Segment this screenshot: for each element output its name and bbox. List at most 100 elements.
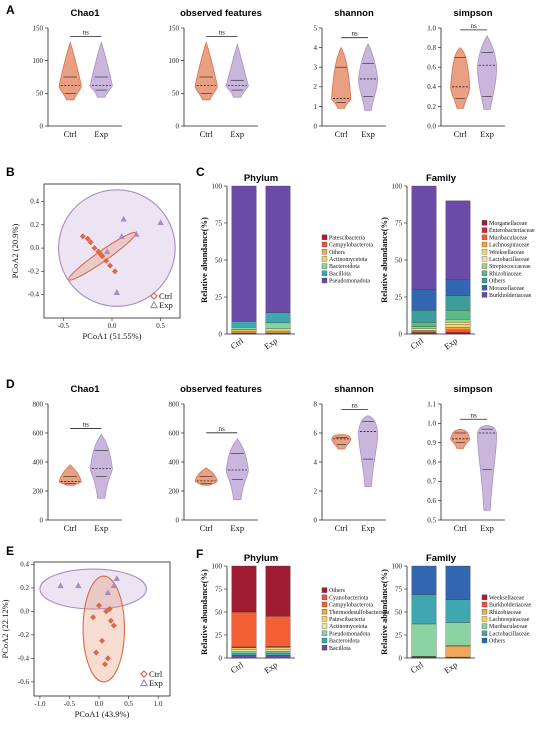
- significance-label: ns: [471, 411, 478, 419]
- bar-segment: [411, 185, 437, 290]
- group-label-ctrl: Ctrl: [64, 129, 78, 139]
- y-tick-label: 0: [40, 516, 44, 524]
- y-tick-label: 6: [314, 429, 318, 437]
- violin-plot-A-2: shannon 0 1 2 3 4 5 Ctrl Exp ns: [314, 8, 386, 139]
- group-label: Ctrl: [409, 335, 426, 351]
- ctrl-point: [84, 235, 91, 242]
- y-tick-label: 0.4: [30, 197, 39, 205]
- panel-letter-B: B: [6, 165, 15, 179]
- y-tick-label: 2: [314, 83, 318, 91]
- ctrl-point: [90, 614, 97, 621]
- violin-exp: [477, 424, 498, 511]
- y-axis-label: Relative abundance(%): [199, 217, 209, 303]
- legend-label: Weeksellaceae: [489, 250, 524, 256]
- x-axis-label: PCoA1 (43.9%): [75, 709, 130, 719]
- legend-label: Others: [329, 588, 346, 594]
- bar-segment: [265, 330, 291, 334]
- bar-segment: [231, 649, 257, 652]
- y-tick-label: 0: [219, 654, 223, 662]
- bar-segment: [445, 324, 471, 328]
- exp-point: [113, 575, 120, 582]
- legend-label: Actinomycetota: [329, 624, 368, 630]
- y-tick-label: 75: [395, 219, 403, 227]
- exp-point: [57, 582, 64, 589]
- bar-segment: [231, 611, 257, 648]
- bar-segment: [411, 330, 437, 333]
- y-tick-label: 100: [33, 57, 44, 65]
- bar-segment: [445, 565, 471, 600]
- group-label-exp: Exp: [361, 523, 375, 533]
- bar-segment: [231, 651, 257, 654]
- y-tick-label: 1: [314, 103, 318, 111]
- y-tick-label: 400: [169, 458, 180, 466]
- y-tick-label: 0.6: [427, 497, 436, 505]
- x-axis-label: PCoA1 (51.55%): [82, 331, 141, 341]
- legend-swatch: [481, 220, 488, 226]
- significance-label: ns: [352, 402, 359, 410]
- legend-label: Burkholderiaceae: [489, 293, 532, 299]
- legend-swatch: [481, 249, 488, 255]
- significance-label: ns: [219, 425, 226, 433]
- panel-letter-A: A: [6, 3, 15, 17]
- violin-exp: [477, 35, 498, 110]
- ctrl-point: [107, 617, 114, 624]
- violin-title: simpson: [453, 8, 492, 19]
- legend-label: Pseudomonadota: [329, 279, 370, 285]
- y-tick-label: 0.8: [427, 44, 436, 52]
- exp-point: [113, 289, 121, 295]
- y-axis-label: Relative abundance(%): [199, 569, 209, 655]
- bar-segment: [265, 655, 291, 659]
- y-tick-label: 150: [33, 24, 44, 32]
- y-axis-label: Relative abundance(%): [379, 569, 389, 655]
- legend-swatch: [481, 256, 488, 262]
- stacked-bar-C-phylum: Phylum 0 25 50 75 100 Relative abundance(%) Ctr…: [199, 173, 373, 351]
- violin-exp: [358, 42, 379, 111]
- legend-swatch: [481, 594, 488, 600]
- y-tick-label: 100: [392, 182, 403, 190]
- bar-segment: [265, 312, 291, 324]
- bar-segment: [445, 645, 471, 658]
- exp-point: [120, 215, 127, 222]
- violin-exp: [225, 42, 249, 98]
- legend-swatch: [321, 270, 328, 276]
- y-tick-label: 75: [215, 585, 223, 593]
- y-tick-label: 5: [314, 24, 318, 32]
- legend-label: Pseudomonadota: [329, 631, 370, 637]
- exp-point: [104, 589, 112, 596]
- legend-swatch: [321, 637, 328, 644]
- y-tick-label: 0: [399, 654, 403, 662]
- violin-ctrl: [331, 434, 352, 450]
- y-tick-label: -0.2: [28, 267, 40, 275]
- legend-label: Patescibacteria: [329, 235, 365, 241]
- legend-swatch: [321, 263, 328, 269]
- y-tick-label: 600: [33, 429, 44, 437]
- legend-swatch: [481, 234, 488, 240]
- panel-letter-F: F: [196, 547, 203, 561]
- ctrl-point: [103, 257, 110, 264]
- group-label-ctrl: Ctrl: [200, 129, 214, 139]
- y-tick-label: 0: [40, 122, 44, 130]
- x-tick-label: 0.5: [124, 700, 133, 708]
- ctrl-point: [104, 655, 111, 662]
- legend-label: Thermodesulfobacteriota: [329, 609, 390, 616]
- y-tick-label: 0.7: [427, 478, 436, 486]
- bar-segment: [231, 647, 257, 650]
- x-tick-label: -1.0: [34, 700, 46, 708]
- bar-segment: [411, 310, 437, 323]
- bar-title: Family: [426, 173, 457, 184]
- legend-swatch: [481, 292, 488, 298]
- legend-swatch: [321, 234, 328, 240]
- y-tick-label: 50: [215, 608, 223, 616]
- legend-swatch: [481, 601, 488, 608]
- violin-ctrl: [58, 464, 82, 486]
- y-tick-label: 0.2: [427, 103, 436, 111]
- legend-exp-label: Exp: [149, 678, 163, 688]
- y-tick-label: 50: [215, 256, 223, 264]
- bar-segment: [231, 321, 257, 328]
- legend-label: Weeksellaceae: [489, 595, 524, 601]
- legend-label: Streptococcaceae: [489, 264, 531, 270]
- y-tick-label: 4: [314, 44, 318, 52]
